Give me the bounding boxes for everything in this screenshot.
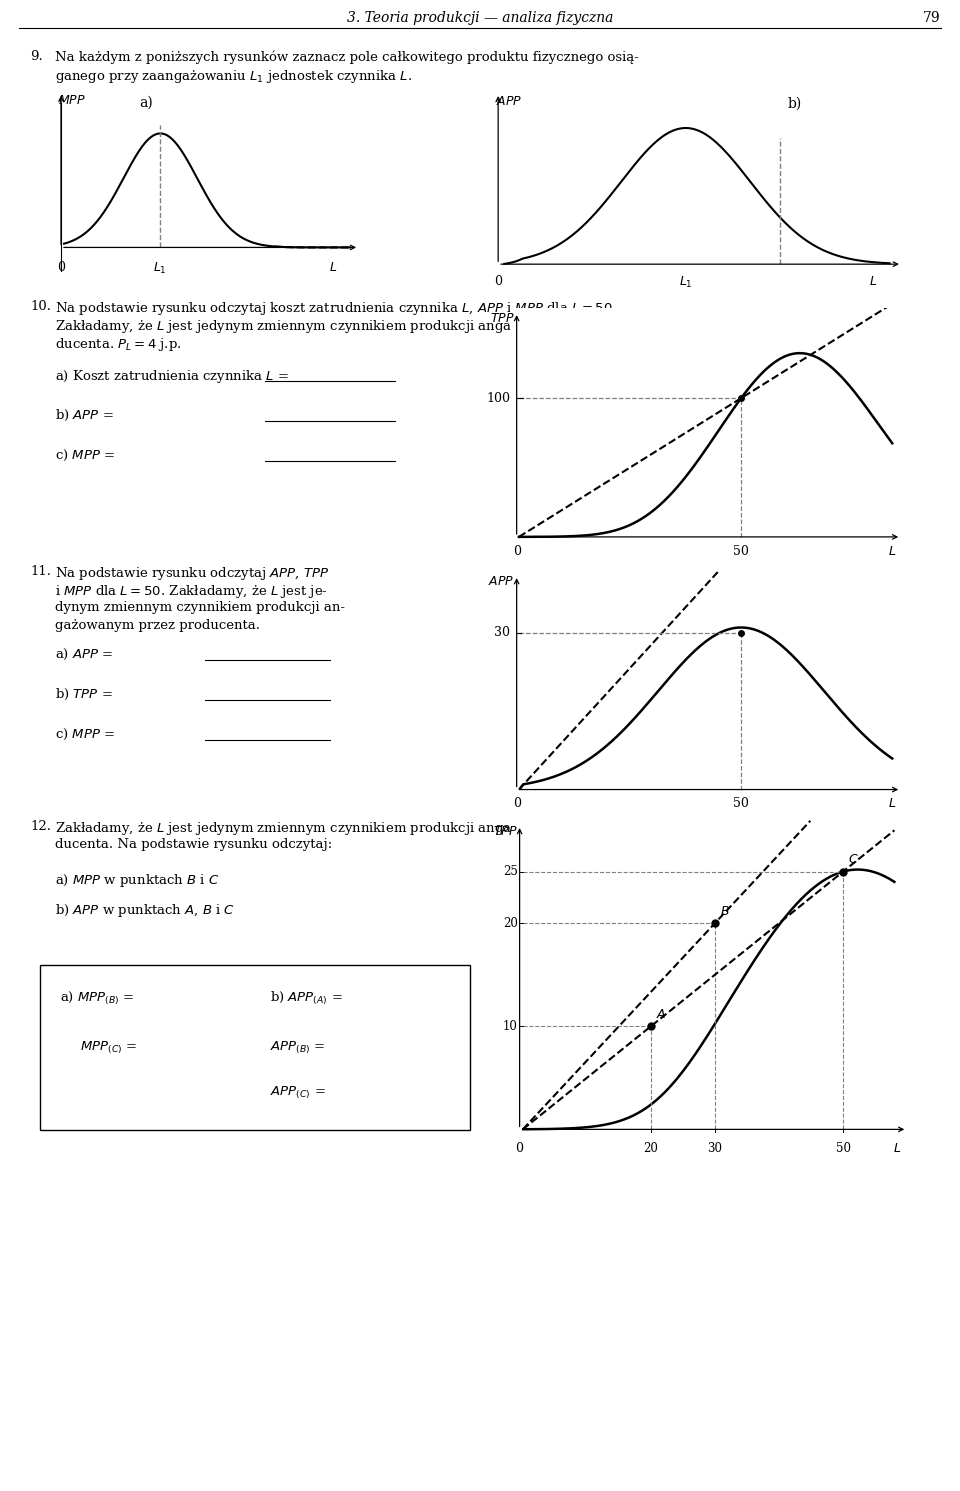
Text: gażowanym przez producenta.: gażowanym przez producenta. [55,619,260,632]
Text: b): b) [787,97,802,110]
Text: $L$: $L$ [869,276,877,288]
Bar [40,965,470,1130]
Text: $L$: $L$ [329,261,337,274]
Text: $L$: $L$ [888,798,897,811]
Text: $A$: $A$ [656,1008,666,1021]
Text: 79: 79 [923,10,940,25]
Text: a) $MPP_{(B)}$ =: a) $MPP_{(B)}$ = [60,990,134,1008]
Text: $C$: $C$ [849,853,859,866]
Text: 0: 0 [513,546,520,558]
Text: ganego przy zaangażowaniu $L_1$ jednostek czynnika $L$.: ganego przy zaangażowaniu $L_1$ jednoste… [55,69,412,85]
Text: Zakładamy, że $L$ jest jedynym zmiennym czynnikiem produkcji angażowanym przez p: Zakładamy, że $L$ jest jedynym zmiennym … [55,820,647,836]
Text: 50: 50 [733,546,749,558]
Text: $APP_{(B)}$ =: $APP_{(B)}$ = [270,1041,325,1057]
Text: $APP$: $APP$ [496,95,522,107]
Text: ducenta. $P_L = 4$ j.p.: ducenta. $P_L = 4$ j.p. [55,335,181,353]
Text: 20: 20 [643,1142,659,1154]
Text: 11.: 11. [30,565,51,579]
Text: Na każdym z poniższych rysunków zaznacz pole całkowitego produktu fizycznego osi: Na każdym z poniższych rysunków zaznacz … [55,51,638,64]
Text: $L_1$: $L_1$ [679,276,692,291]
Text: 50: 50 [835,1142,851,1154]
Text: $L_1$: $L_1$ [154,261,167,276]
Text: 10.: 10. [30,300,51,313]
Text: 50: 50 [733,798,749,811]
Text: b) $APP_{(A)}$ =: b) $APP_{(A)}$ = [270,990,343,1008]
Text: 100: 100 [486,392,510,404]
Text: $L$: $L$ [888,546,897,558]
Text: b) $APP$ =: b) $APP$ = [55,409,115,423]
Text: a) $APP$ =: a) $APP$ = [55,647,114,662]
Text: $MPP$: $MPP$ [58,94,85,107]
Text: 0: 0 [57,261,65,274]
Text: a): a) [139,95,153,109]
Text: $APP$: $APP$ [489,576,515,589]
Text: $L$: $L$ [894,1142,901,1154]
Text: b) $APP$ w punktach $A$, $B$ i $C$: b) $APP$ w punktach $A$, $B$ i $C$ [55,902,235,918]
Text: c) $MPP$ =: c) $MPP$ = [55,728,116,743]
Text: i $MPP$ dla $L = 50$. Zakładamy, że $L$ jest je-: i $MPP$ dla $L = 50$. Zakładamy, że $L$ … [55,583,328,599]
Text: $TPP$: $TPP$ [490,312,515,325]
Text: 0: 0 [494,276,502,288]
Text: 0: 0 [516,1142,523,1154]
Text: Na podstawie rysunku odczytaj koszt zatrudnienia czynnika $L$, $APP$ i $MPP$ dla: Na podstawie rysunku odczytaj koszt zatr… [55,300,617,318]
Text: b) $TPP$ =: b) $TPP$ = [55,687,114,702]
Text: $MPP_{(C)}$ =: $MPP_{(C)}$ = [80,1041,137,1057]
Text: 12.: 12. [30,820,51,833]
Text: a) Koszt zatrudnienia czynnika $L$ =: a) Koszt zatrudnienia czynnika $L$ = [55,368,291,385]
Text: $APP_{(C)}$ =: $APP_{(C)}$ = [270,1085,325,1102]
Text: 30: 30 [708,1142,723,1154]
Text: 0: 0 [513,798,520,811]
Text: $TPP$: $TPP$ [493,825,517,838]
Text: c) $MPP$ =: c) $MPP$ = [55,447,116,464]
Text: Zakładamy, że $L$ jest jedynym zmiennym czynnikiem produkcji angażowanym przez p: Zakładamy, że $L$ jest jedynym zmiennym … [55,318,647,335]
Text: 20: 20 [503,917,517,929]
Text: 9.: 9. [30,51,43,63]
Text: 25: 25 [503,865,517,878]
Text: Na podstawie rysunku odczytaj $APP$, $TPP$: Na podstawie rysunku odczytaj $APP$, $TP… [55,565,329,581]
Text: 10: 10 [503,1020,517,1033]
Text: a) $MPP$ w punktach $B$ i $C$: a) $MPP$ w punktach $B$ i $C$ [55,872,220,889]
Text: $B$: $B$ [720,905,730,918]
Text: 30: 30 [494,626,510,640]
Text: dynym zmiennym czynnikiem produkcji an-: dynym zmiennym czynnikiem produkcji an- [55,601,345,614]
Text: ducenta. Na podstawie rysunku odczytaj:: ducenta. Na podstawie rysunku odczytaj: [55,838,332,851]
Text: 3. Teoria produkcji — analiza fizyczna: 3. Teoria produkcji — analiza fizyczna [347,10,613,25]
